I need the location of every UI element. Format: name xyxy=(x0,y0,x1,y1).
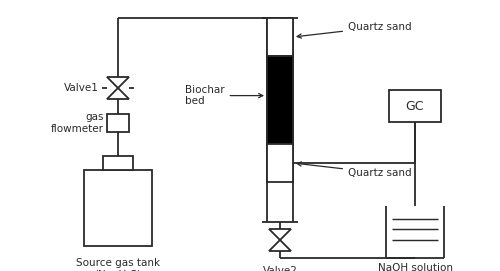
Bar xyxy=(103,156,133,170)
Bar xyxy=(267,18,293,56)
Text: Valve2: Valve2 xyxy=(262,266,298,271)
Bar xyxy=(107,114,129,132)
Polygon shape xyxy=(107,88,129,99)
Text: Source gas tank
(N₂+H₂S): Source gas tank (N₂+H₂S) xyxy=(76,258,160,271)
Bar xyxy=(267,144,293,182)
Bar xyxy=(267,56,293,144)
Text: Biochar
bed: Biochar bed xyxy=(185,85,263,107)
Bar xyxy=(389,90,441,122)
Text: Quartz sand: Quartz sand xyxy=(297,162,412,178)
Text: GC: GC xyxy=(406,99,424,112)
Polygon shape xyxy=(107,77,129,88)
Text: NaOH solution: NaOH solution xyxy=(378,263,452,271)
Text: Quartz sand: Quartz sand xyxy=(297,22,412,38)
Bar xyxy=(84,170,152,246)
Text: Valve1: Valve1 xyxy=(64,83,99,93)
Text: gas
flowmeter: gas flowmeter xyxy=(51,112,104,134)
Polygon shape xyxy=(269,229,291,240)
Polygon shape xyxy=(269,240,291,251)
